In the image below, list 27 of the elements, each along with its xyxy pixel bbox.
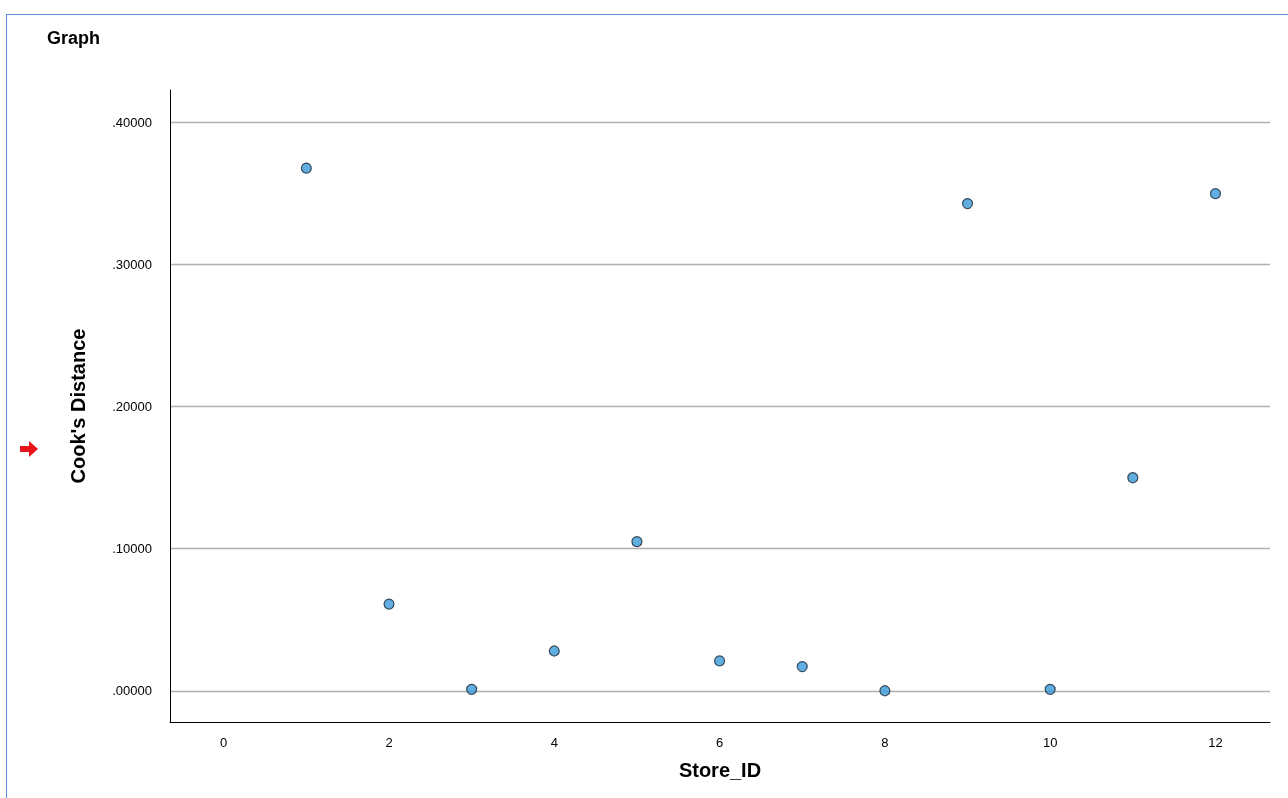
y-axis-title: Cook's Distance [67,328,89,484]
x-tick-label: 8 [881,735,889,750]
point [466,683,478,695]
point [1127,472,1139,484]
point [1044,683,1056,695]
x-tick-label: 12 [1208,735,1223,750]
y-tick-label: .40000 [112,115,152,131]
point [548,645,560,657]
point [631,536,643,548]
point [300,162,312,174]
point [383,598,395,610]
point [714,655,726,667]
x-tick-label: 2 [385,735,393,750]
x-tick-label: 4 [550,735,558,750]
point [796,661,808,673]
point [1209,188,1222,200]
y-tick-label: .10000 [112,541,152,557]
point [879,685,891,697]
y-tick-label: .20000 [112,399,152,415]
x-tick-label: 6 [715,735,724,750]
y-tick-label: .00000 [112,683,152,699]
point [961,198,974,210]
x-axis-title: Store_ID [678,759,762,781]
chart-title: Graph [47,28,101,48]
y-tick-label: .30000 [112,257,152,273]
x-tick-label: 0 [220,735,228,750]
x-tick-label: 10 [1042,735,1058,750]
